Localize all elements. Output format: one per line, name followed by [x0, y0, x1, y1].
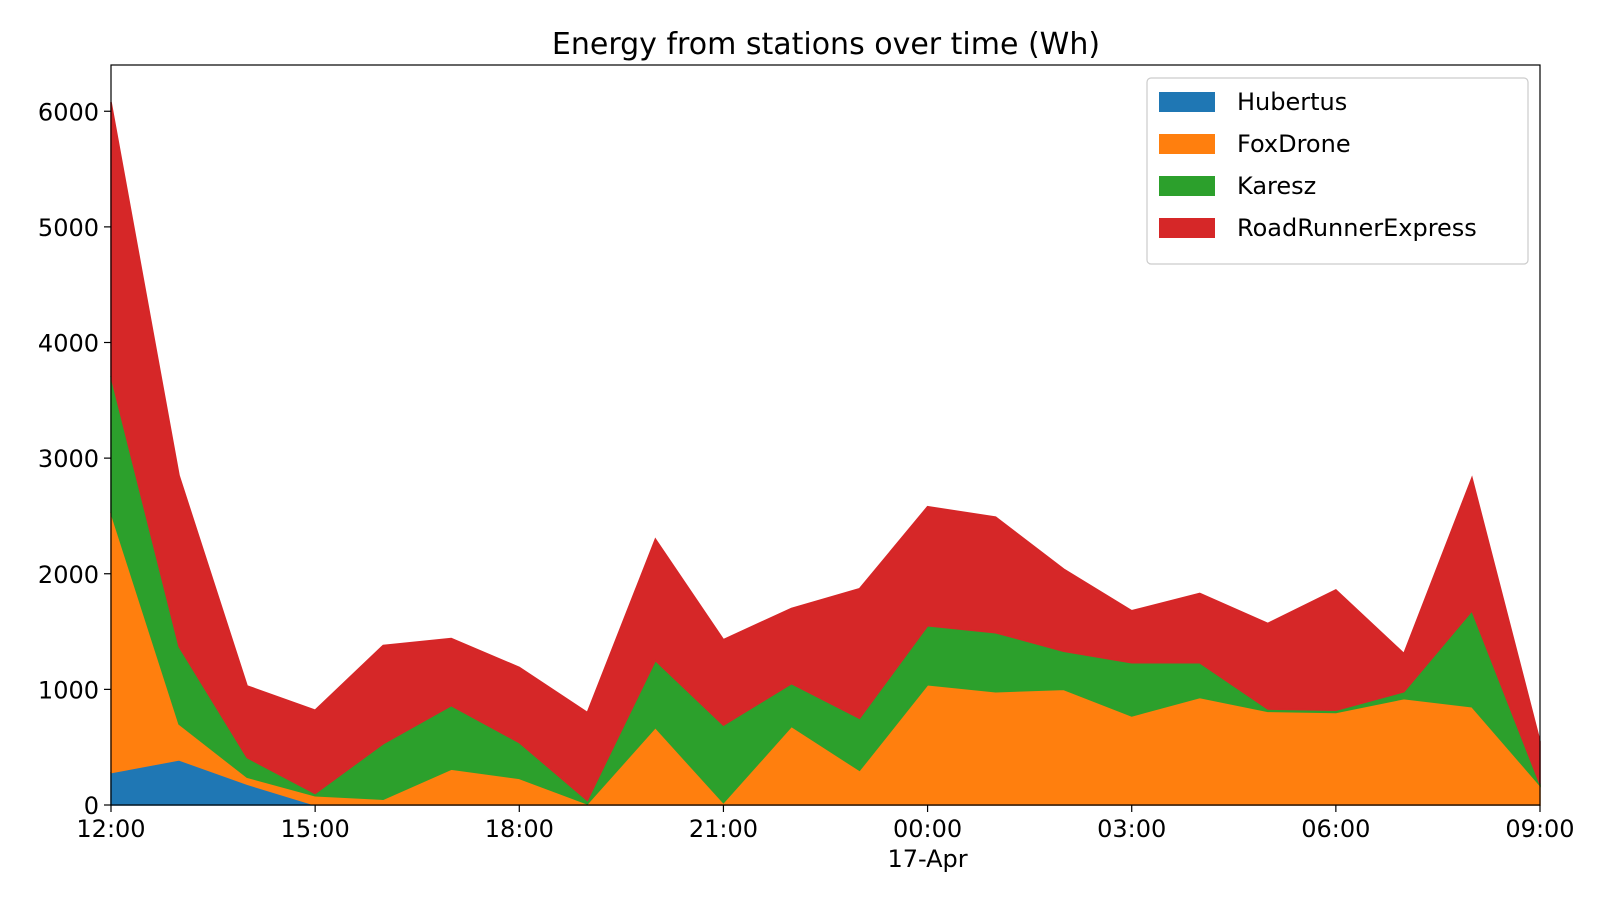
- y-tick-label: 1000: [38, 676, 99, 704]
- x-axis: 12:00 15:00 18:00 21:00 00:00 03:00 06:00 09:00…: [76, 805, 1575, 873]
- y-tick-label: 6000: [38, 98, 99, 126]
- legend: Hubertus FoxDrone Karesz RoadRunnerExpress: [1146, 77, 1529, 265]
- x-date-label: 17-Apr: [887, 845, 967, 873]
- x-tick-label: 12:00: [76, 815, 145, 843]
- plot-frame: [110, 64, 1541, 806]
- x-tick-label: 18:00: [485, 815, 554, 843]
- legend-box: [1146, 77, 1529, 265]
- x-tick-label: 09:00: [1505, 815, 1574, 843]
- legend-label-foxdrone: FoxDrone: [1237, 130, 1351, 158]
- x-tick-label: 15:00: [281, 815, 350, 843]
- legend-swatch-karesz: [1159, 176, 1215, 196]
- legend-label-roadrunnerexpress: RoadRunnerExpress: [1237, 214, 1477, 242]
- y-tick-label: 0: [84, 792, 99, 820]
- x-tick-label: 21:00: [689, 815, 758, 843]
- legend-swatch-foxdrone: [1159, 134, 1215, 154]
- x-tick-label: 06:00: [1301, 815, 1370, 843]
- y-tick-label: 4000: [38, 330, 99, 358]
- x-tick-label: 03:00: [1097, 815, 1166, 843]
- legend-swatch-hubertus: [1159, 92, 1215, 112]
- y-axis: 0 1000 2000 3000 4000 5000 6000: [38, 98, 111, 820]
- y-tick-label: 3000: [38, 445, 99, 473]
- y-tick-label: 5000: [38, 214, 99, 242]
- chart-title: Energy from stations over time (Wh): [552, 27, 1100, 62]
- legend-label-hubertus: Hubertus: [1237, 88, 1347, 116]
- legend-swatch-roadrunnerexpress: [1159, 218, 1215, 238]
- legend-label-karesz: Karesz: [1237, 172, 1316, 200]
- x-tick-label: 00:00: [893, 815, 962, 843]
- y-tick-label: 2000: [38, 561, 99, 589]
